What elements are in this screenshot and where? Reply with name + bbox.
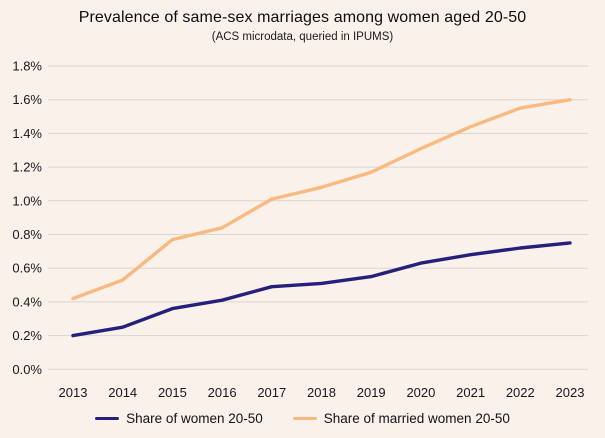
legend-item-share-of-women: Share of women 20-50 <box>95 411 263 426</box>
y-axis-tick-label: 0.2% <box>12 328 42 343</box>
x-axis-tick-label: 2023 <box>556 385 585 400</box>
legend-item-share-of-married-women: Share of married women 20-50 <box>292 411 510 426</box>
legend-swatch-share-of-married-women <box>292 416 317 421</box>
legend-label-share-of-women: Share of women 20-50 <box>126 411 263 426</box>
legend-swatch-share-of-women <box>95 416 120 421</box>
x-axis-tick-label: 2022 <box>506 385 535 400</box>
series-line-0 <box>71 241 572 338</box>
chart-subtitle: (ACS microdata, queried in IPUMS) <box>211 31 394 43</box>
x-axis-tick-label: 2013 <box>59 385 88 400</box>
x-axis-tick-label: 2014 <box>108 385 137 400</box>
y-axis-tick-label: 0.0% <box>12 362 42 377</box>
x-axis-tick-label: 2017 <box>257 385 286 400</box>
y-axis-tick-label: 1.2% <box>12 160 42 175</box>
y-axis-tick-label: 0.6% <box>12 261 42 276</box>
x-axis-tick-label: 2020 <box>406 385 435 400</box>
x-axis-tick-label: 2019 <box>357 385 386 400</box>
chart-title: Prevalence of same-sex marriages among w… <box>78 9 527 26</box>
x-axis-tick-label: 2018 <box>307 385 336 400</box>
y-axis-tick-label: 0.8% <box>12 227 42 242</box>
y-axis-tick-label: 1.4% <box>12 126 42 141</box>
y-axis-tick-label: 0.4% <box>12 294 42 309</box>
legend: Share of women 20-50 Share of married wo… <box>0 411 605 426</box>
x-axis-tick-label: 2021 <box>456 385 485 400</box>
x-axis-tick-label: 2016 <box>208 385 237 400</box>
y-axis-tick-label: 1.0% <box>12 193 42 208</box>
x-axis-tick-label: 2015 <box>158 385 187 400</box>
y-axis-tick-label: 1.6% <box>12 92 42 107</box>
legend-label-share-of-married-women: Share of married women 20-50 <box>323 411 510 426</box>
y-axis-tick-label: 1.8% <box>12 59 42 74</box>
series-line-1 <box>71 97 572 301</box>
